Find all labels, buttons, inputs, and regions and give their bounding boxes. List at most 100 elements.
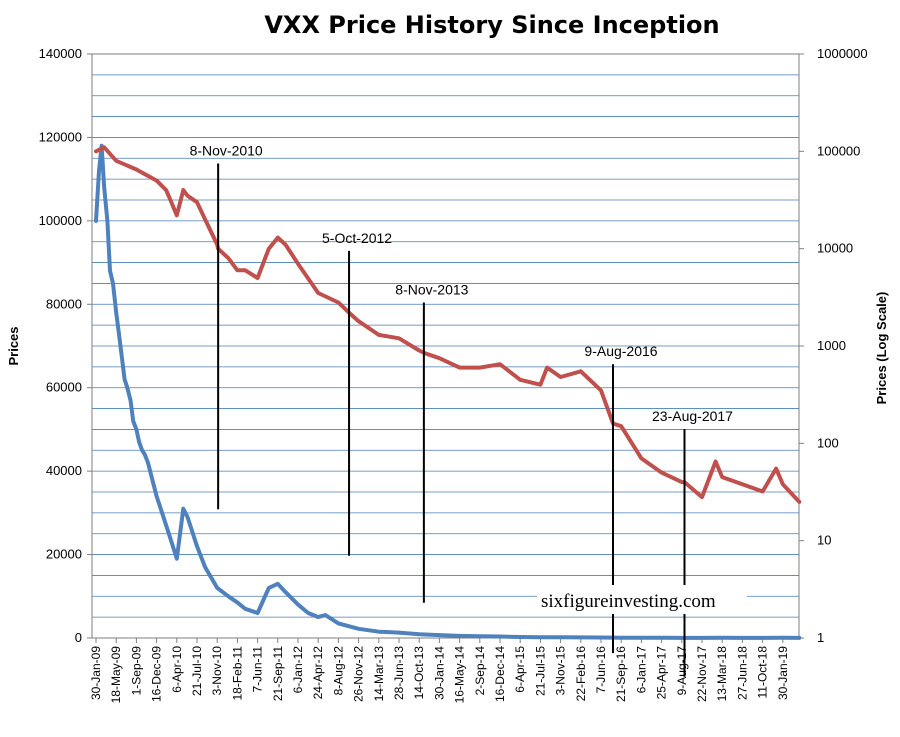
y-tick-label: 100000 <box>39 213 82 228</box>
x-tick-label: 22-Nov-17 <box>695 646 709 702</box>
data-point-log <box>284 243 288 247</box>
data-point-log <box>243 268 247 272</box>
x-tick-label: 1-Sep-09 <box>129 646 143 696</box>
data-point-linear <box>134 427 138 431</box>
data-point-log <box>781 482 785 486</box>
y2-tick-label: 100000 <box>817 143 860 158</box>
data-point-log <box>700 495 704 499</box>
data-point-linear <box>160 511 164 515</box>
data-point-log <box>267 247 271 251</box>
data-point-linear <box>125 386 129 390</box>
data-point-linear <box>168 536 172 540</box>
data-point-linear <box>114 311 118 315</box>
data-point-log <box>226 256 230 260</box>
y-tick-label: 40000 <box>46 463 82 478</box>
data-point-log <box>102 145 106 149</box>
data-point-linear <box>498 635 502 639</box>
x-tick-label: 7-Jun-11 <box>251 646 265 693</box>
data-point-linear <box>105 219 109 223</box>
data-point-log <box>579 369 583 373</box>
data-point-linear <box>458 634 462 638</box>
y2-tick-label: 1000000 <box>817 46 868 61</box>
data-point-linear <box>226 594 230 598</box>
right-axis-ticks: 1 10 100 1000 10000 100000 1000000 <box>799 46 868 645</box>
x-tick-label: 24-Apr-12 <box>311 646 325 700</box>
data-point-log <box>639 456 643 460</box>
data-point-log <box>181 188 185 192</box>
data-point-linear <box>155 494 159 498</box>
series-lines <box>94 143 802 640</box>
x-tick-label: 9-Aug-17 <box>675 646 689 696</box>
y2-tick-label: 100 <box>817 435 839 450</box>
data-point-log <box>377 333 381 337</box>
data-point-log <box>545 366 549 370</box>
x-tick-label: 6-Jan-12 <box>291 646 305 694</box>
annotation-label: 23-Aug-2017 <box>652 408 733 424</box>
data-point-linear <box>306 611 310 615</box>
data-point-linear <box>276 582 280 586</box>
data-point-log <box>235 268 239 272</box>
data-point-linear <box>117 331 121 335</box>
y-tick-label: 20000 <box>46 547 82 562</box>
annotation-label: 8-Nov-2010 <box>190 142 263 158</box>
data-point-log <box>336 300 340 304</box>
data-point-log <box>94 149 98 153</box>
data-point-linear <box>128 398 132 402</box>
data-point-linear <box>740 636 744 640</box>
data-point-linear <box>437 633 441 637</box>
data-point-linear <box>175 557 179 561</box>
data-point-linear <box>700 636 704 640</box>
data-point-linear <box>284 590 288 594</box>
data-point-linear <box>102 185 106 189</box>
x-tick-label: 11-Oct-18 <box>756 646 770 699</box>
data-point-linear <box>146 461 150 465</box>
x-tick-label: 27-Jun-18 <box>735 646 749 700</box>
data-point-linear <box>140 448 144 452</box>
watermark-background <box>537 585 747 614</box>
x-tick-label: 16-May-14 <box>453 646 467 704</box>
data-point-log <box>720 475 724 479</box>
data-point-log <box>164 188 168 192</box>
data-point-linear <box>137 440 141 444</box>
x-tick-label: 14-Mar-13 <box>372 646 386 702</box>
annotation-label: 5-Oct-2012 <box>322 230 392 246</box>
x-tick-label: 2-Sep-14 <box>473 646 487 696</box>
chart-title: VXX Price History Since Inception <box>264 11 719 39</box>
data-point-log <box>680 480 684 484</box>
data-point-log <box>296 262 300 266</box>
x-tick-label: 18-May-09 <box>109 646 123 704</box>
data-point-log <box>599 388 603 392</box>
data-point-linear <box>185 515 189 519</box>
data-point-linear <box>120 352 124 356</box>
data-point-linear <box>781 636 785 640</box>
y-tick-label: 0 <box>75 630 82 645</box>
data-point-linear <box>478 634 482 638</box>
x-tick-label: 22-Feb-16 <box>574 646 588 702</box>
data-point-linear <box>316 615 320 619</box>
y-tick-label: 140000 <box>39 46 82 61</box>
data-point-log <box>714 460 718 464</box>
data-point-log <box>134 168 138 172</box>
y2-tick-label: 10 <box>817 533 831 548</box>
x-tick-label: 28-Jun-13 <box>392 646 406 700</box>
data-point-log <box>417 348 421 352</box>
data-point-linear <box>761 636 765 640</box>
x-tick-label: 7-Jun-16 <box>594 646 608 694</box>
data-point-linear <box>538 635 542 639</box>
annotations: 8-Nov-2010 5-Oct-2012 8-Nov-2013 9-Aug-2016… <box>190 142 733 677</box>
data-point-log <box>458 366 462 370</box>
data-point-log <box>185 194 189 198</box>
data-point-linear <box>357 627 361 631</box>
x-tick-label: 14-Oct-13 <box>412 646 426 700</box>
x-tick-label: 21-Sep-16 <box>614 646 628 702</box>
y-tick-label: 120000 <box>39 129 82 144</box>
data-point-linear <box>619 636 623 640</box>
data-point-linear <box>518 635 522 639</box>
x-tick-label: 6-Jan-17 <box>634 646 648 694</box>
data-point-log <box>168 197 172 201</box>
data-point-linear <box>323 613 327 617</box>
data-point-linear <box>267 586 271 590</box>
data-point-linear <box>243 607 247 611</box>
